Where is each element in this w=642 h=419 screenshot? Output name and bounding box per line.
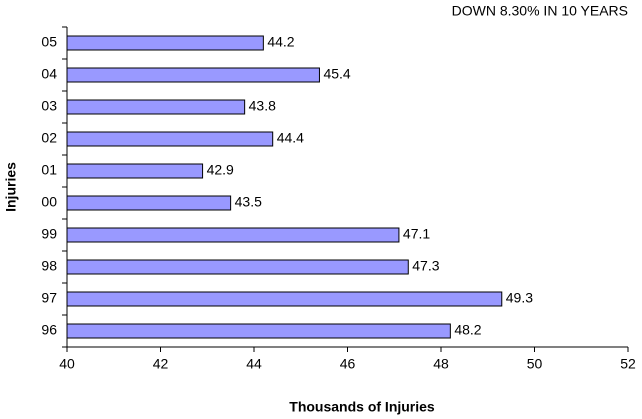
- x-tick-label: 40: [59, 356, 75, 372]
- value-label: 44.4: [277, 130, 304, 146]
- bar: [66, 67, 320, 83]
- value-label: 47.3: [412, 258, 439, 274]
- value-label: 44.2: [267, 34, 294, 50]
- bar: [66, 323, 451, 339]
- y-tick-label: 96: [41, 322, 57, 338]
- y-tick-label: 98: [41, 258, 57, 274]
- bar: [66, 99, 246, 115]
- y-tick-label: 00: [41, 194, 57, 210]
- x-tick-label: 52: [620, 356, 636, 372]
- x-tick-label: 44: [246, 356, 262, 372]
- value-label: 47.1: [403, 226, 430, 242]
- value-label: 49.3: [506, 290, 533, 306]
- bar: [66, 163, 204, 179]
- bar: [66, 259, 409, 275]
- y-tick-label: 97: [41, 290, 57, 306]
- y-tick-label: 05: [41, 34, 57, 50]
- value-label: 43.5: [235, 194, 262, 210]
- value-label: 43.8: [249, 98, 276, 114]
- y-tick-label: 99: [41, 226, 57, 242]
- x-tick-label: 46: [340, 356, 356, 372]
- value-label: 45.4: [323, 66, 350, 82]
- y-axis-title: Injuries: [3, 162, 19, 212]
- bar: [66, 227, 400, 243]
- y-tick-label: 04: [41, 66, 57, 82]
- value-label: 48.2: [454, 322, 481, 338]
- y-tick-label: 01: [41, 162, 57, 178]
- bar: [66, 291, 503, 307]
- bar: [66, 131, 274, 147]
- y-tick-label: 03: [41, 98, 57, 114]
- y-tick-label: 02: [41, 130, 57, 146]
- annotation: DOWN 8.30% IN 10 YEARS: [452, 3, 628, 19]
- bar: [66, 195, 232, 211]
- x-tick-label: 48: [433, 356, 449, 372]
- x-tick-label: 50: [527, 356, 543, 372]
- bar: [66, 35, 264, 51]
- value-label: 42.9: [207, 162, 234, 178]
- x-tick-label: 42: [153, 356, 169, 372]
- x-axis-title: Thousands of Injuries: [289, 399, 435, 415]
